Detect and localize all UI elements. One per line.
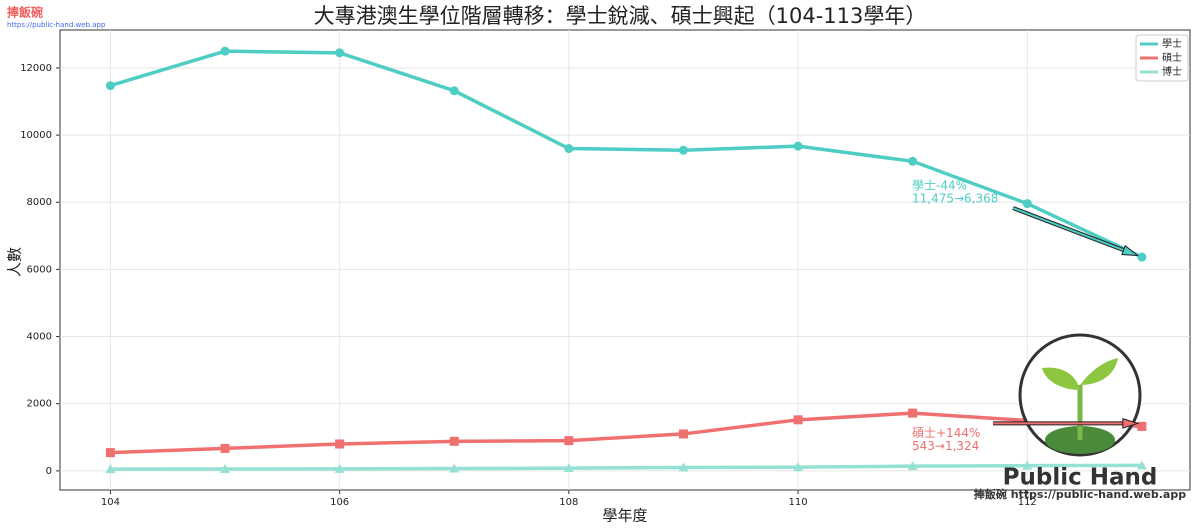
x-tick-label: 104 — [101, 497, 120, 508]
logo-leaf — [1042, 367, 1080, 390]
annotation-arrowhead — [1122, 418, 1140, 429]
logo-caption: 捧飯碗 https://public-hand.web.app — [974, 487, 1186, 501]
data-point — [449, 436, 459, 446]
data-point — [907, 461, 918, 471]
data-point — [335, 48, 345, 58]
annotation-text: 學士-44% — [912, 179, 967, 193]
annotation-text: 543→1,324 — [912, 439, 979, 453]
legend-label: 碩士 — [1162, 51, 1182, 64]
legend-label: 博士 — [1162, 65, 1182, 78]
chart-title: 大專港澳生學位階層轉移：學士銳減、碩士興起（104-113學年） — [314, 4, 927, 28]
data-point — [908, 156, 918, 166]
y-tick-label: 8000 — [27, 197, 52, 208]
x-tick-label: 110 — [789, 497, 808, 508]
data-point — [1136, 460, 1147, 470]
data-point — [105, 464, 116, 474]
x-tick-label: 112 — [1018, 497, 1037, 508]
legend-box — [1135, 34, 1189, 82]
x-tick-label: 106 — [330, 497, 349, 508]
watermark-url: https://public-hand.web.app — [7, 21, 106, 29]
logo-leaf — [1080, 358, 1118, 385]
data-point — [793, 141, 803, 151]
x-axis-label: 學年度 — [602, 507, 647, 525]
logo-title: Public Hand — [1003, 465, 1158, 491]
y-tick-label: 4000 — [27, 332, 52, 343]
data-point — [335, 439, 345, 449]
x-tick-label: 108 — [559, 497, 578, 508]
data-point — [449, 86, 459, 96]
y-tick-label: 6000 — [27, 264, 52, 275]
y-tick-label: 10000 — [20, 130, 52, 141]
y-tick-label: 12000 — [20, 63, 52, 74]
data-point — [564, 436, 574, 446]
data-point — [1137, 252, 1147, 262]
data-point — [105, 448, 115, 458]
annotation-arrowhead — [1121, 244, 1140, 257]
data-point — [1137, 421, 1147, 431]
data-point — [220, 464, 231, 474]
annotation-text: 碩士+144% — [912, 426, 980, 440]
data-point — [1022, 199, 1032, 209]
y-tick-label: 0 — [46, 466, 52, 477]
annotation-arrow — [1012, 207, 1135, 255]
y-tick-label: 2000 — [27, 399, 52, 410]
plot-frame — [59, 29, 1191, 491]
legend-label: 學士 — [1162, 37, 1182, 50]
data-point — [220, 46, 230, 56]
logo — [1018, 333, 1142, 457]
data-point — [449, 463, 460, 473]
data-point — [793, 462, 804, 472]
series-line — [110, 463, 1142, 471]
data-point — [563, 463, 574, 473]
watermark-name: 捧飯碗 — [7, 5, 43, 20]
data-point — [1022, 460, 1033, 470]
series-line — [109, 49, 1143, 259]
data-point — [564, 144, 574, 154]
y-axis-label: 人數 — [6, 247, 24, 277]
data-point — [678, 462, 689, 472]
annotation-text: 11,475→6,368 — [912, 192, 998, 206]
data-point — [105, 81, 115, 91]
data-point — [793, 415, 803, 425]
data-point — [678, 145, 688, 155]
data-point — [678, 429, 688, 439]
data-point — [220, 443, 230, 453]
data-point — [334, 463, 345, 473]
data-point — [908, 408, 918, 418]
series-line — [110, 411, 1142, 455]
